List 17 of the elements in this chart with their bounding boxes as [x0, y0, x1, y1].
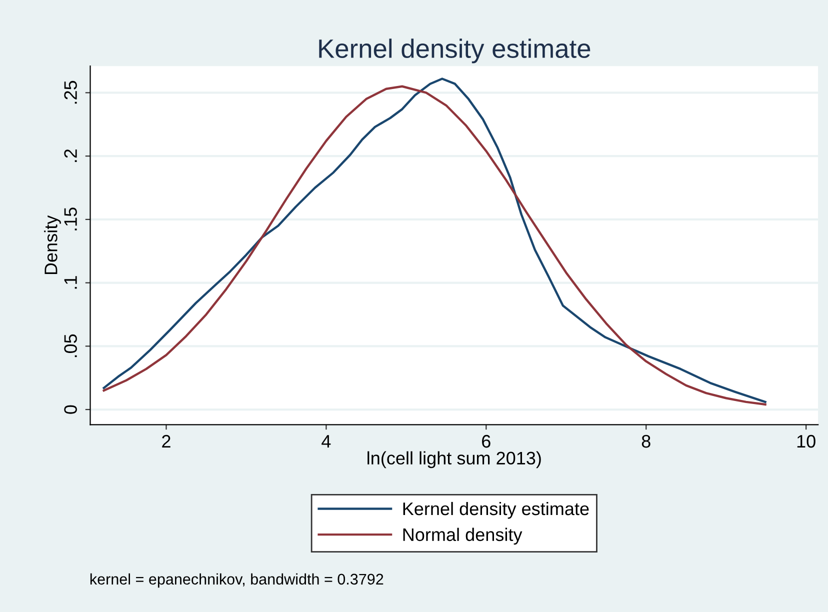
y-tick-label: .1	[64, 276, 77, 289]
chart-title: Kernel density estimate	[319, 38, 590, 64]
y-tick-label: 0	[64, 405, 77, 414]
y-tick-label: .05	[64, 334, 77, 358]
x-tick-label: 8	[642, 434, 650, 448]
y-tick-label: .2	[64, 149, 77, 162]
y-tick-label: .15	[64, 208, 77, 230]
x-tick-label: 2	[162, 434, 170, 448]
text: kernel = epanechnikov, bandwidth = 0.3792	[90, 573, 384, 588]
y-axis-title: Density	[44, 215, 61, 274]
y-tick-label: .25	[64, 80, 77, 104]
x-tick-label: 10	[797, 434, 816, 448]
legend-label: Normal density	[403, 528, 522, 545]
x-axis-title: ln(cell light sum 2013)	[368, 451, 541, 468]
legend-label: Kernel density estimate	[403, 502, 589, 519]
x-tick-label: 6	[482, 434, 490, 448]
x-tick-label: 4	[322, 435, 331, 448]
